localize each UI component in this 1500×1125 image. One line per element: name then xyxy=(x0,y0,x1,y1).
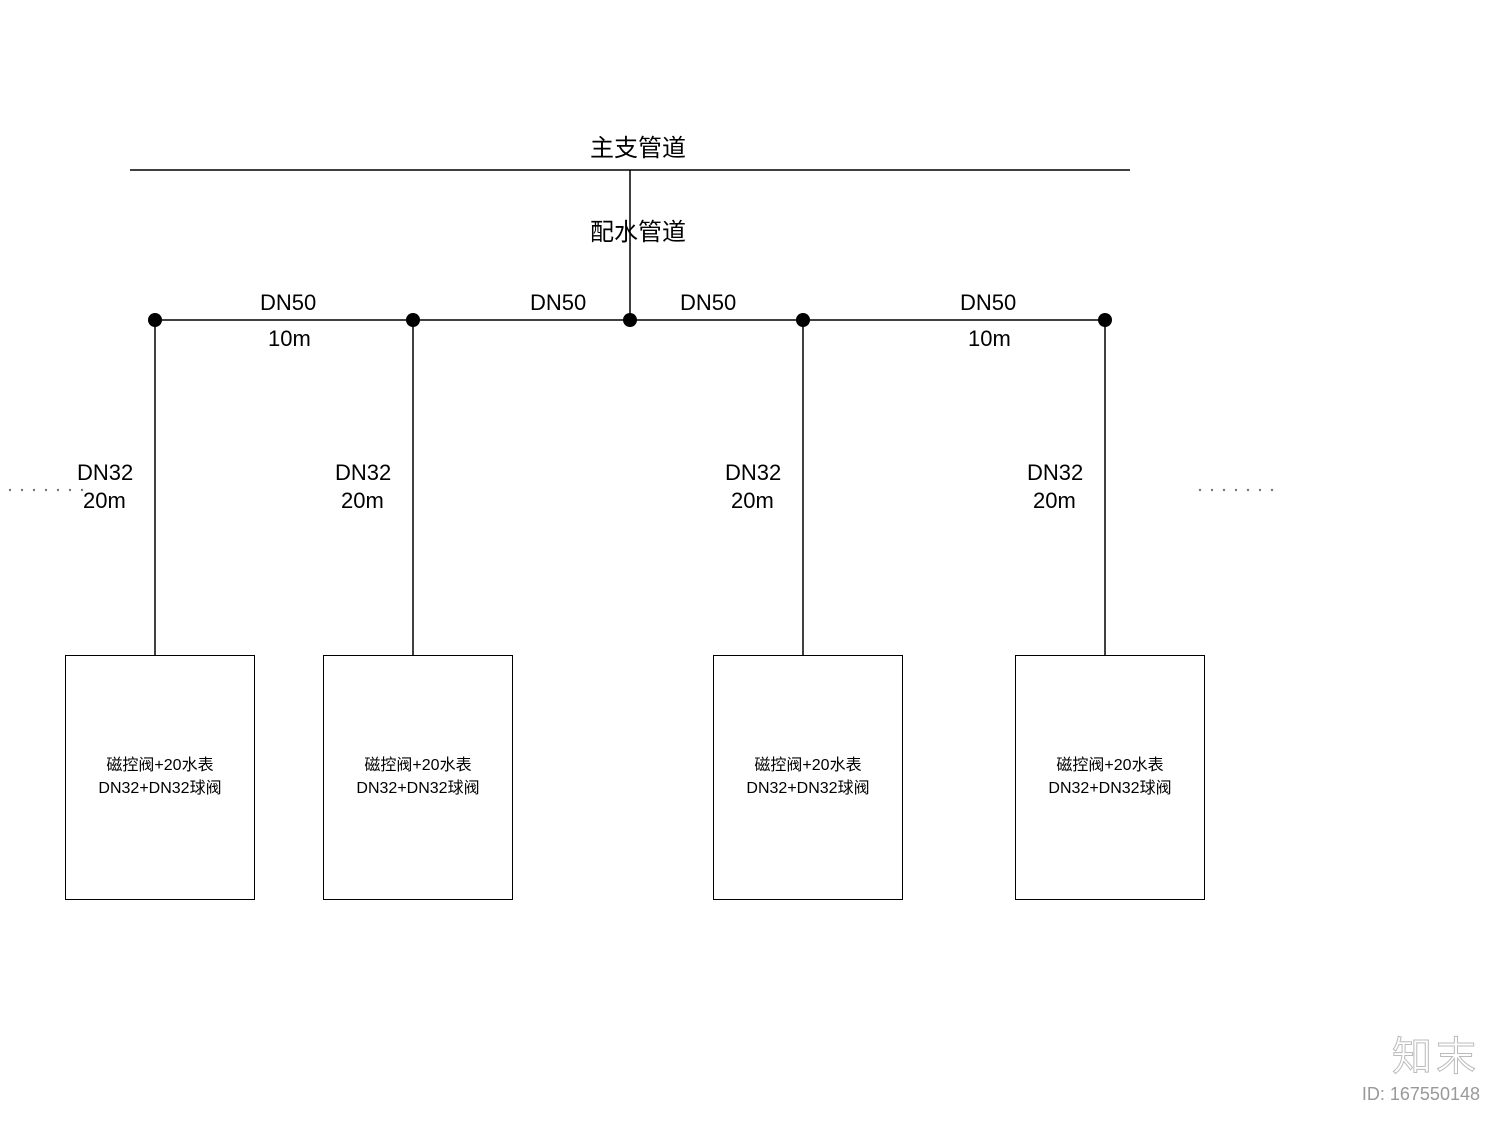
diagram-svg xyxy=(0,0,1500,1125)
valve-box-line1: 磁控阀+20水表 xyxy=(106,755,213,777)
valve-box-line2: DN32+DN32球阀 xyxy=(1048,778,1171,800)
h-segment-label-bottom: 10m xyxy=(968,326,1011,352)
valve-box: 磁控阀+20水表DN32+DN32球阀 xyxy=(323,655,513,900)
watermark: 知末 ID: 167550148 xyxy=(1362,1024,1480,1105)
branch-label-top: DN32 xyxy=(725,460,781,486)
branch-label-top: DN32 xyxy=(335,460,391,486)
valve-box-line1: 磁控阀+20水表 xyxy=(364,755,471,777)
branch-label-top: DN32 xyxy=(77,460,133,486)
branch-label-bottom: 20m xyxy=(731,488,774,514)
h-segment-label-top: DN50 xyxy=(530,290,586,316)
title-main: 主支管道 xyxy=(590,128,686,163)
valve-box-line2: DN32+DN32球阀 xyxy=(356,778,479,800)
h-segment-label-top: DN50 xyxy=(960,290,1016,316)
valve-box-line2: DN32+DN32球阀 xyxy=(98,778,221,800)
watermark-id: ID: 167550148 xyxy=(1362,1084,1480,1105)
h-segment-label-top: DN50 xyxy=(260,290,316,316)
watermark-brand: 知末 xyxy=(1362,1024,1480,1082)
branch-label-bottom: 20m xyxy=(341,488,384,514)
valve-box-line2: DN32+DN32球阀 xyxy=(746,778,869,800)
valve-box: 磁控阀+20水表DN32+DN32球阀 xyxy=(713,655,903,900)
title-sub: 配水管道 xyxy=(590,212,686,247)
valve-box: 磁控阀+20水表DN32+DN32球阀 xyxy=(65,655,255,900)
branch-label-top: DN32 xyxy=(1027,460,1083,486)
h-segment-label-bottom: 10m xyxy=(268,326,311,352)
branch-label-bottom: 20m xyxy=(1033,488,1076,514)
valve-box: 磁控阀+20水表DN32+DN32球阀 xyxy=(1015,655,1205,900)
valve-box-line1: 磁控阀+20水表 xyxy=(1056,755,1163,777)
pipe-diagram: 主支管道 配水管道 DN5010mDN50DN50DN5010mDN3220mD… xyxy=(0,0,1500,1125)
h-segment-label-top: DN50 xyxy=(680,290,736,316)
valve-box-line1: 磁控阀+20水表 xyxy=(754,755,861,777)
branch-label-bottom: 20m xyxy=(83,488,126,514)
